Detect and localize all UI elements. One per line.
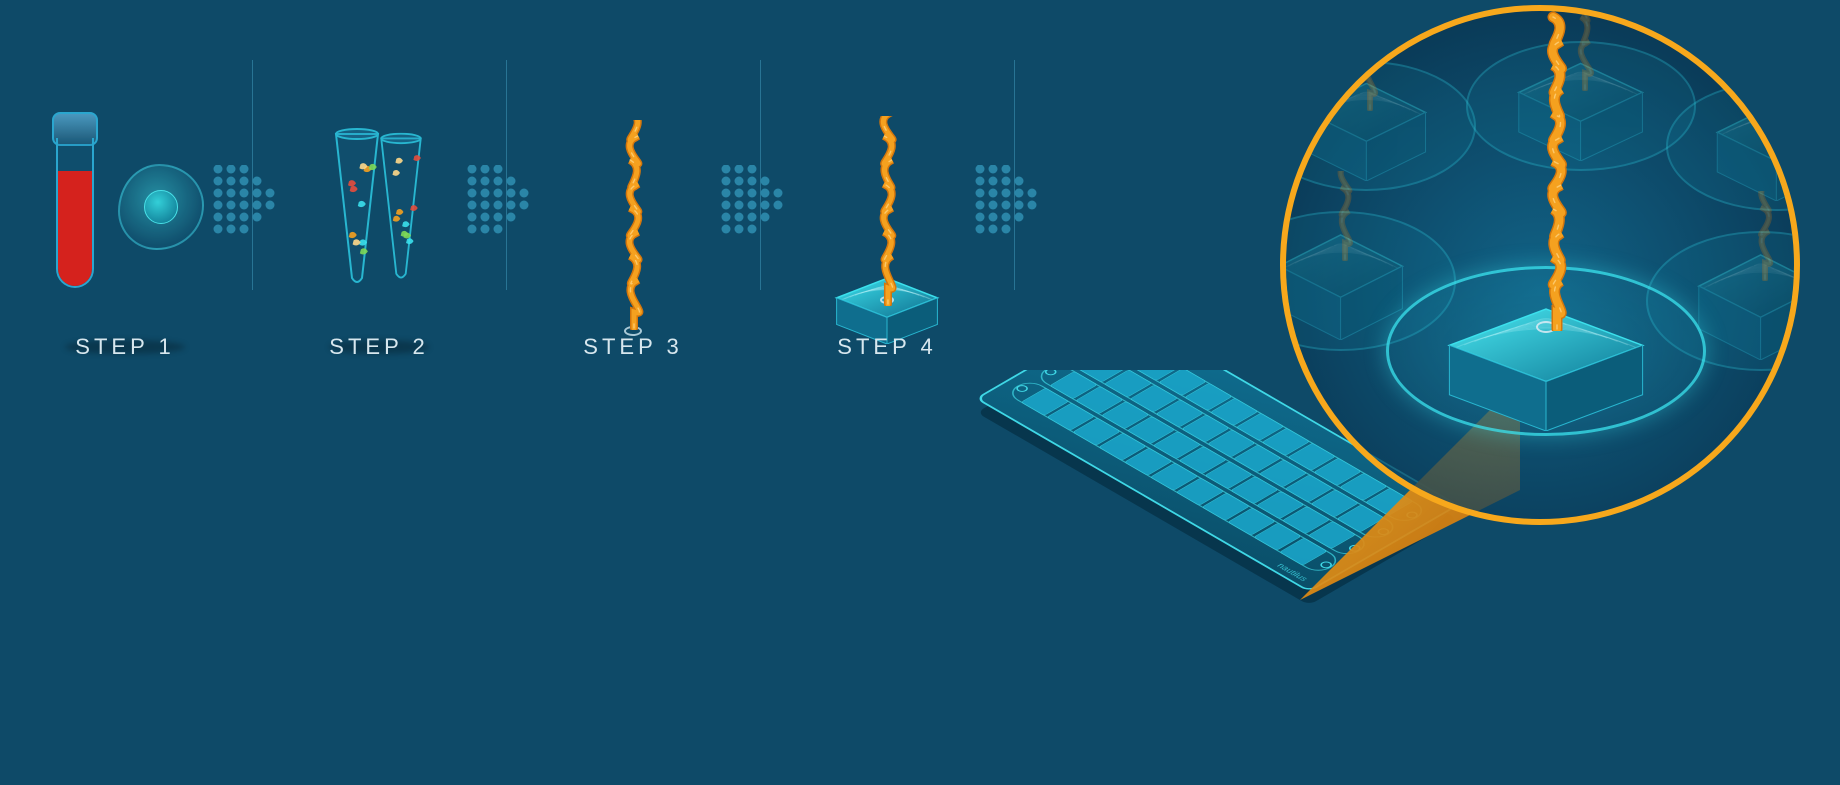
tube-body-icon [56,138,94,288]
step-2: STEP 2 [274,70,484,360]
magnifier [1280,5,1800,525]
step-label: STEP 2 [274,334,484,360]
sample-tube-cell-icon [20,50,230,300]
arrow-dots-icon [974,165,1054,245]
magnifier-content [1286,11,1794,519]
step-label: STEP 4 [782,334,992,360]
tube-blood-icon [58,171,92,286]
step-separator [738,70,782,360]
step-separator [230,70,274,360]
step-strip: STEP 1 STEP 2 STEP 3 STEP 4 [20,70,1040,360]
protein-icon [864,116,912,306]
magnifier-lens [1280,5,1800,525]
step-label: STEP 3 [528,334,738,360]
step-1: STEP 1 [20,70,230,360]
conical-tubes-icon [274,50,484,300]
conical-tube-icon [376,133,427,283]
cell-icon [118,164,204,250]
step-separator [992,70,1036,360]
diagram-stage: STEP 1STEP 2STEP 3STEP 4 nautilus [0,0,1840,785]
step-label: STEP 1 [20,334,230,360]
step-4: STEP 4 [782,70,992,360]
step-separator [484,70,528,360]
protein-icon [609,120,659,330]
protein-icon [1522,11,1592,331]
step-3: STEP 3 [528,70,738,360]
